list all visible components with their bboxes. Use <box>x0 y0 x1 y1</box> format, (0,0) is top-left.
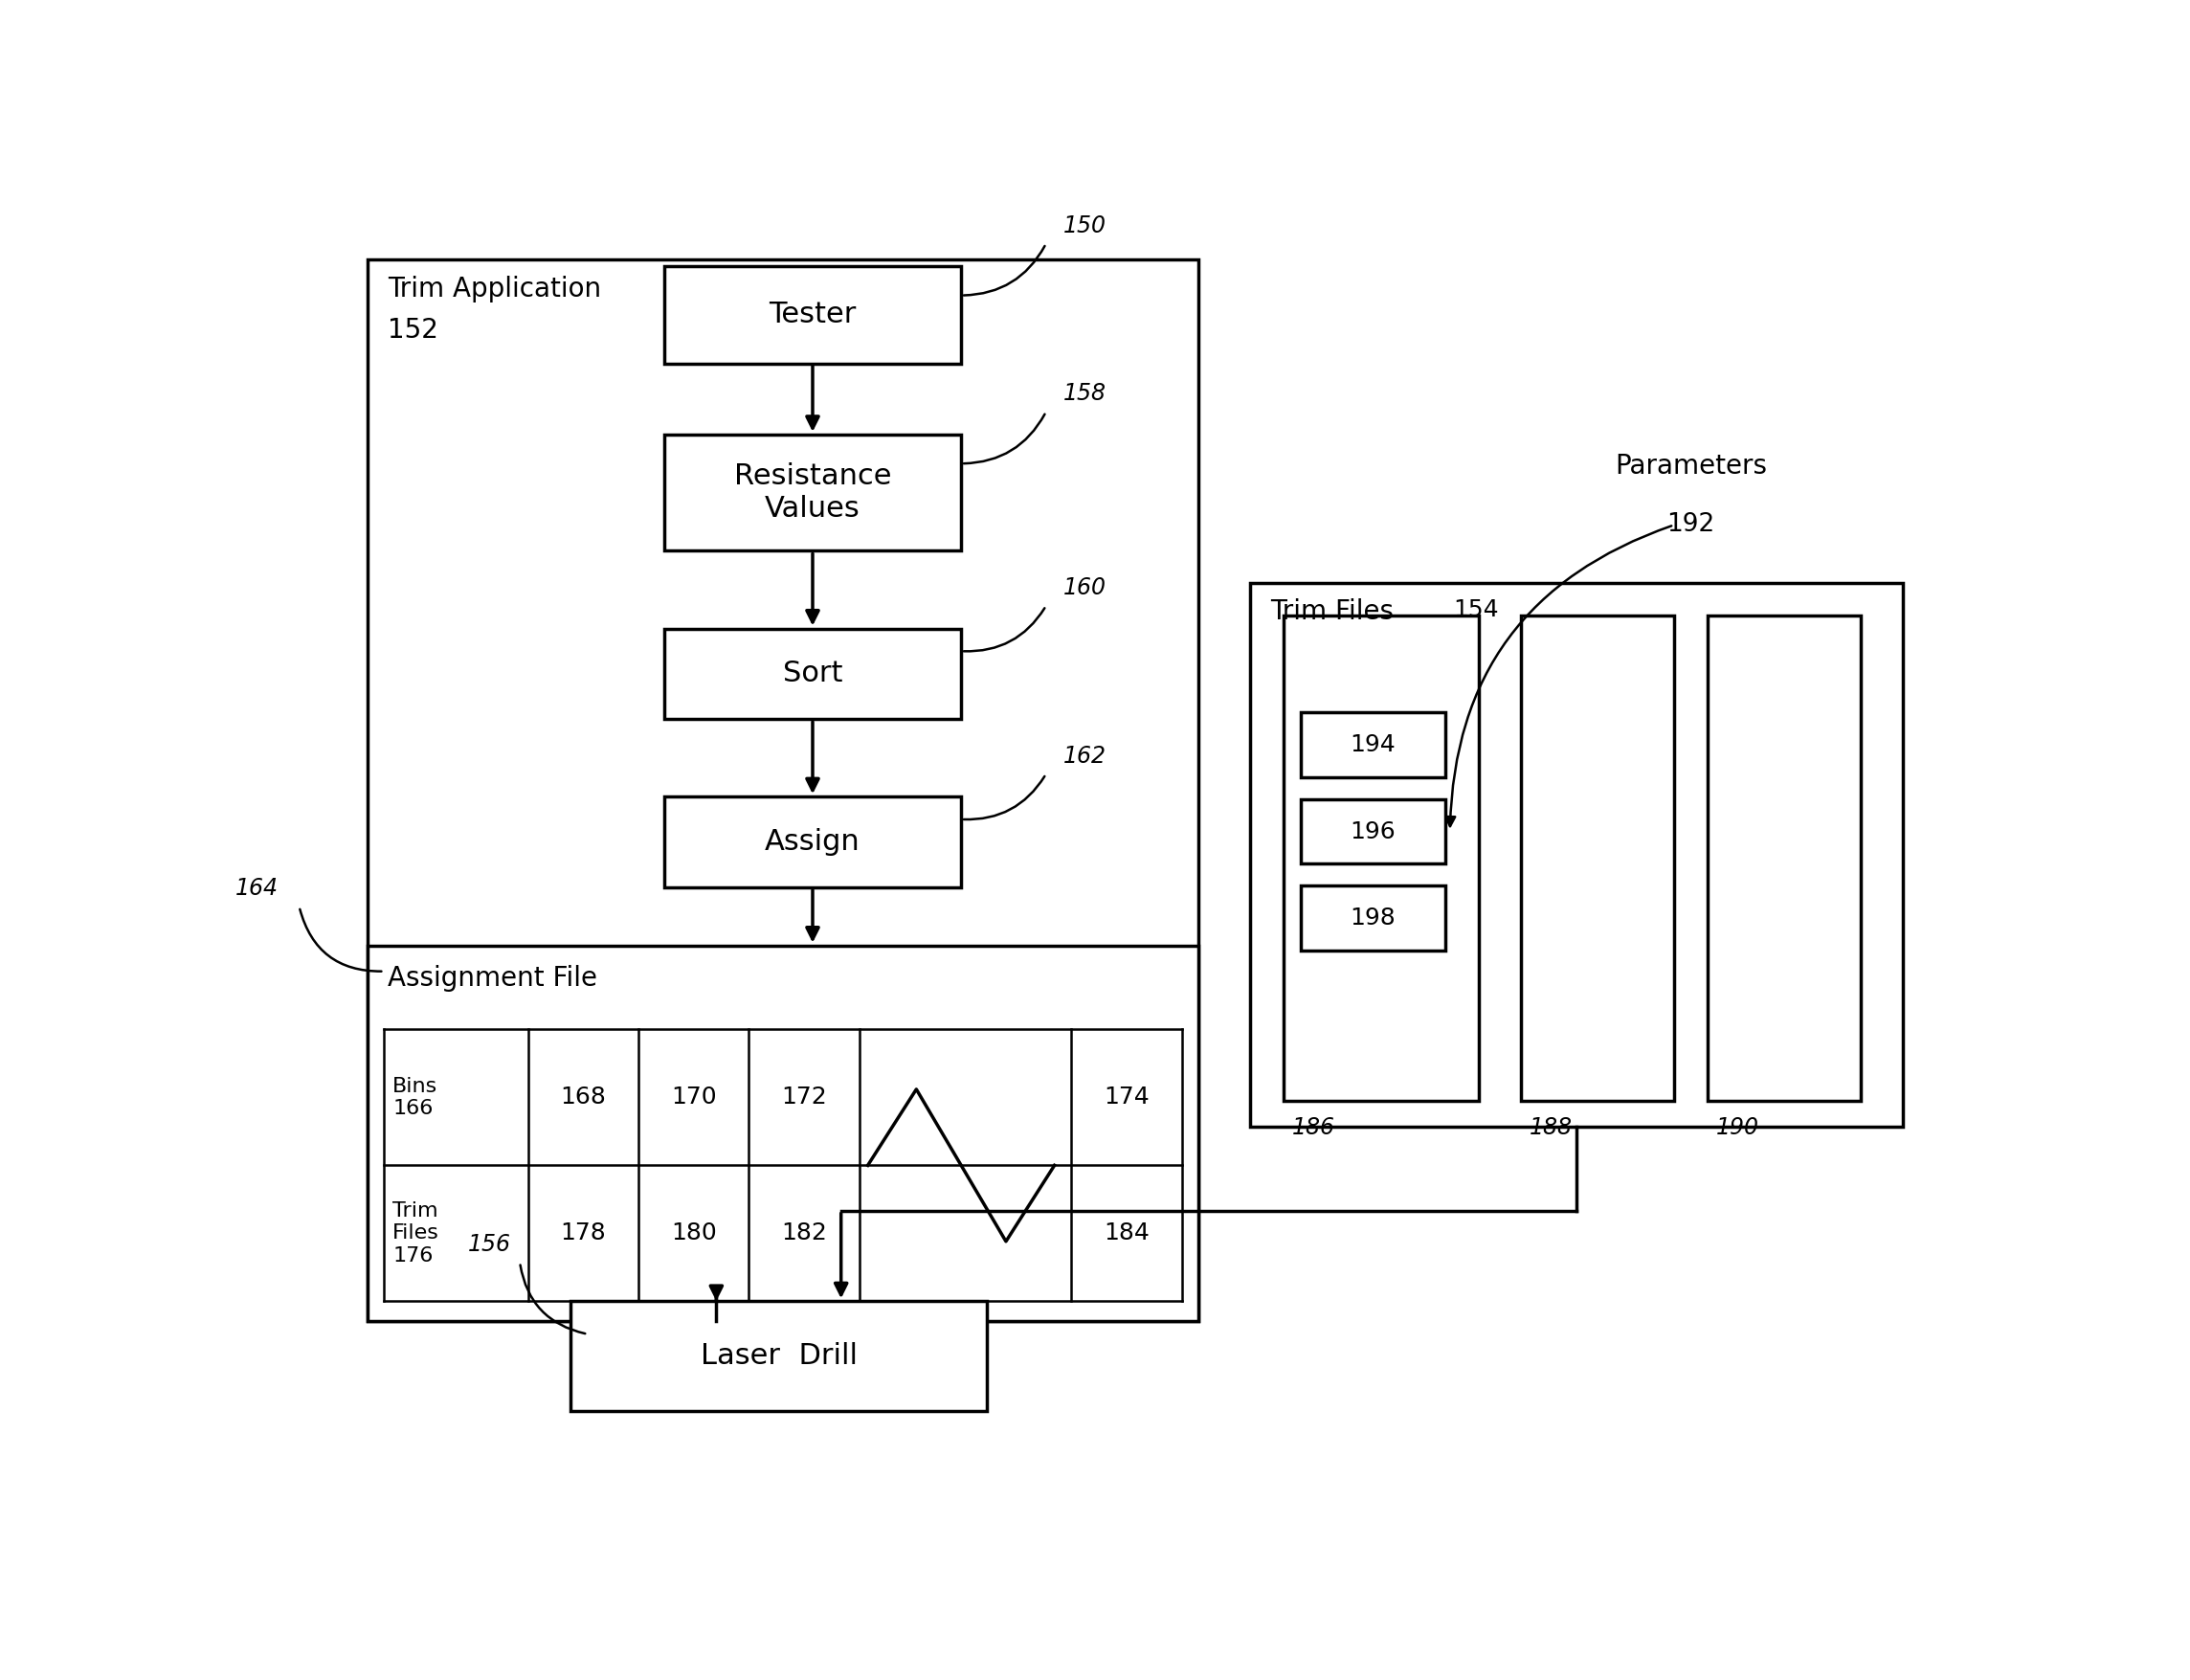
Text: Trim Files: Trim Files <box>1270 598 1393 625</box>
Text: Bins
166: Bins 166 <box>392 1077 438 1119</box>
Bar <box>1301 885 1445 951</box>
Text: 196: 196 <box>1349 820 1395 843</box>
Text: 152: 152 <box>388 318 438 343</box>
Text: 198: 198 <box>1349 907 1395 929</box>
Bar <box>664 796 961 887</box>
Bar <box>664 628 961 719</box>
Text: 182: 182 <box>782 1221 828 1245</box>
Text: 170: 170 <box>670 1085 716 1109</box>
Text: 192: 192 <box>1667 512 1715 538</box>
Text: Assignment File: Assignment File <box>388 964 598 991</box>
Text: Parameters: Parameters <box>1614 454 1767 480</box>
Text: 172: 172 <box>782 1085 828 1109</box>
Bar <box>1283 615 1478 1100</box>
Text: Resistance
Values: Resistance Values <box>734 462 891 522</box>
Text: 156: 156 <box>469 1233 512 1257</box>
Text: 194: 194 <box>1349 734 1395 756</box>
Text: 164: 164 <box>237 877 278 900</box>
Bar <box>1301 712 1445 778</box>
Bar <box>572 1300 988 1411</box>
Text: 186: 186 <box>1292 1116 1336 1139</box>
Text: Laser  Drill: Laser Drill <box>701 1342 856 1369</box>
Text: 154: 154 <box>1454 598 1498 622</box>
Text: Tester: Tester <box>769 301 856 329</box>
Bar <box>664 435 961 551</box>
Bar <box>1708 615 1862 1100</box>
Text: Trim Application: Trim Application <box>388 276 600 302</box>
Text: 174: 174 <box>1104 1085 1150 1109</box>
Text: 162: 162 <box>1062 744 1106 768</box>
Text: Sort: Sort <box>782 660 843 687</box>
Bar <box>1301 800 1445 864</box>
Text: 160: 160 <box>1062 576 1106 600</box>
Text: 168: 168 <box>561 1085 607 1109</box>
Text: 184: 184 <box>1104 1221 1150 1245</box>
Text: 188: 188 <box>1529 1116 1572 1139</box>
Text: 180: 180 <box>670 1221 716 1245</box>
Text: 178: 178 <box>561 1221 607 1245</box>
Bar <box>368 260 1198 1320</box>
Text: 158: 158 <box>1062 383 1106 405</box>
Text: 190: 190 <box>1717 1116 1759 1139</box>
Text: 150: 150 <box>1062 213 1106 237</box>
Bar <box>1522 615 1673 1100</box>
Bar <box>1250 583 1903 1127</box>
Bar <box>664 267 961 363</box>
Text: Assign: Assign <box>764 828 861 855</box>
Bar <box>368 946 1198 1320</box>
Text: Trim
Files
176: Trim Files 176 <box>392 1201 440 1265</box>
